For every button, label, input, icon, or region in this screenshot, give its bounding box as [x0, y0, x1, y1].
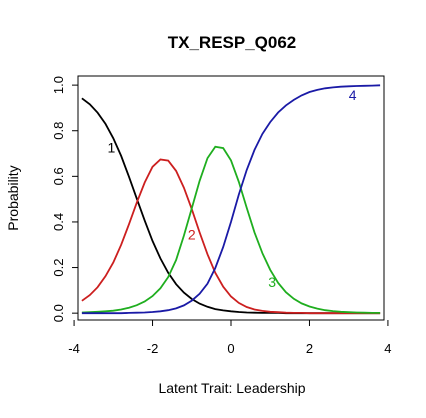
curve-category-4: [81, 84, 381, 315]
curves: [81, 84, 381, 315]
y-axis: 0.0 0.2 0.4 0.6 0.8 1.0: [51, 76, 78, 322]
y-tick-label: 0.4: [51, 213, 66, 231]
x-tick-label: -4: [68, 341, 80, 356]
y-tick-label: 0.0: [51, 304, 66, 322]
curve-category-1: [81, 97, 381, 315]
curve-label-2: 2: [188, 226, 196, 242]
y-tick-label: 1.0: [51, 76, 66, 94]
y-tick-label: 0.8: [51, 122, 66, 140]
x-tick-label: 4: [384, 341, 391, 356]
curve-label-1: 1: [107, 140, 115, 156]
curve-labels: 1 2 3 4: [107, 87, 356, 290]
curve-category-3: [81, 145, 381, 314]
y-tick-label: 0.6: [51, 167, 66, 185]
y-tick-label: 0.2: [51, 259, 66, 277]
chart-title: TX_RESP_Q062: [168, 33, 297, 52]
x-axis: -4 -2 0 2 4: [68, 320, 392, 356]
y-axis-label: Probability: [5, 165, 21, 230]
x-tick-label: -2: [147, 341, 159, 356]
x-tick-label: 2: [306, 341, 313, 356]
plot-frame: [77, 75, 385, 321]
curve-label-4: 4: [349, 87, 357, 103]
x-tick-label: 0: [227, 341, 234, 356]
curve-label-3: 3: [268, 274, 276, 290]
x-axis-label: Latent Trait: Leadership: [158, 380, 305, 396]
curve-category-2: [81, 158, 381, 315]
